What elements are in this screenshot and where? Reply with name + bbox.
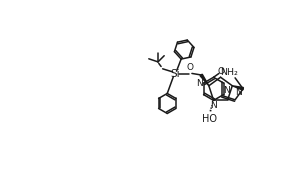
Text: Si: Si: [170, 69, 180, 79]
Text: N: N: [196, 79, 203, 88]
Text: NH₂: NH₂: [221, 68, 238, 77]
Text: N: N: [235, 88, 242, 97]
Text: HO: HO: [202, 114, 217, 124]
Text: N: N: [210, 101, 217, 110]
Text: O: O: [187, 63, 194, 72]
Polygon shape: [200, 74, 209, 86]
Text: O: O: [217, 67, 224, 76]
Text: N: N: [223, 86, 230, 95]
Polygon shape: [232, 86, 243, 90]
